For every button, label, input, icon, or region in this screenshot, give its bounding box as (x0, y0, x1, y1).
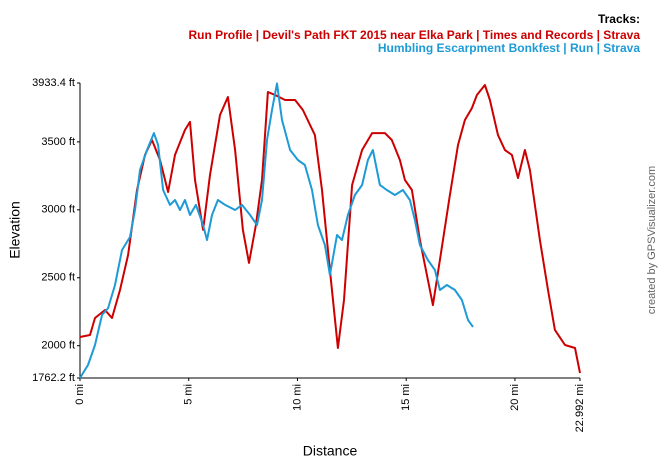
y-tick-label: 1762.2 ft (32, 372, 75, 384)
x-axis-title: Distance (303, 443, 358, 459)
x-tick-label: 20 mi (509, 384, 521, 411)
x-tick-label: 0 mi (74, 384, 86, 405)
x-tick-label: 5 mi (183, 384, 195, 405)
elevation-line (79, 82, 474, 379)
legend-title: Tracks: (598, 12, 640, 26)
x-tick-label: 15 mi (400, 384, 412, 411)
y-tick-label: 3000 ft (41, 204, 75, 216)
x-tick-label: 22.992 mi (574, 384, 586, 432)
credit: created by GPSVisualizer.com (646, 166, 658, 314)
y-tick-label: 3500 ft (41, 136, 75, 148)
y-tick-label: 3933.4 ft (32, 77, 75, 89)
x-tick-label: 10 mi (291, 384, 303, 411)
legend-entry: Humbling Escarpment Bonkfest | Run | Str… (378, 41, 640, 55)
elevation-line (79, 84, 581, 374)
y-tick-label: 2500 ft (41, 272, 75, 284)
y-axis-title: Elevation (7, 201, 23, 259)
legend-entry: Run Profile | Devil's Path FKT 2015 near… (188, 28, 640, 42)
y-tick-label: 2000 ft (41, 340, 75, 352)
